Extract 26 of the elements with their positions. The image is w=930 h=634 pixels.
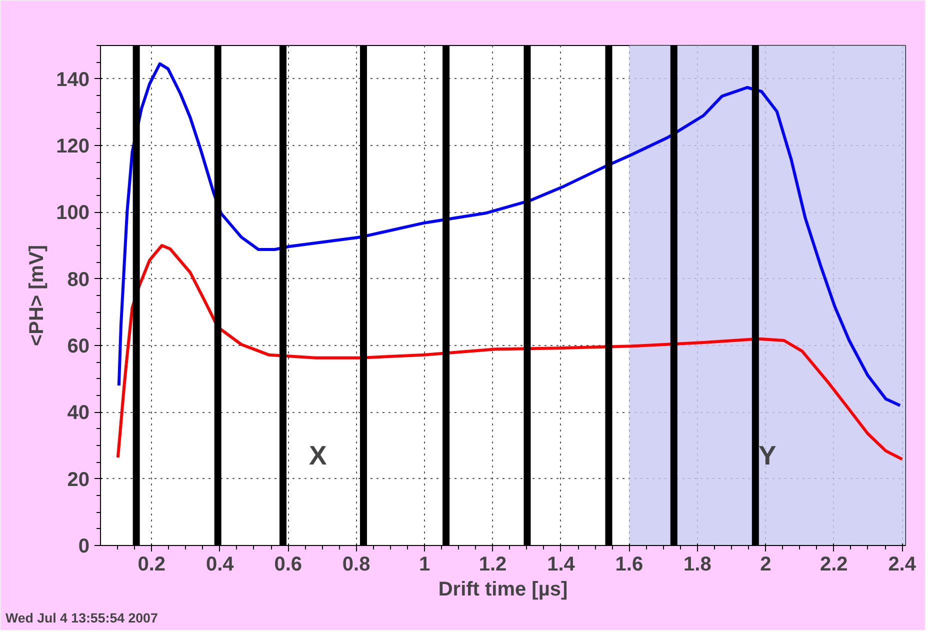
y-tick-label: 80: [67, 268, 90, 291]
y-axis-title: <PH> [mV]: [26, 244, 48, 346]
x-tick-label: 1.6: [615, 554, 644, 576]
band-label: Y: [758, 440, 776, 470]
y-tick-label: 0: [78, 536, 90, 558]
x-tick-label: 1.2: [478, 554, 507, 576]
annotation: X: [308, 440, 327, 470]
text: Wed Jul 4 13:55:54 2007: [6, 610, 158, 626]
y-tick-label: 40: [67, 402, 90, 424]
y-tick-label: 140: [56, 68, 90, 91]
x-tick-label: 2.2: [820, 554, 848, 576]
x-tick-label: 1: [418, 554, 430, 576]
line-series: [117, 62, 902, 407]
y-tick-label: 60: [67, 336, 90, 358]
x-tick-label: 1.4: [547, 554, 576, 576]
x-tick-label: 2: [760, 554, 772, 576]
x-tick-label: 0.4: [206, 554, 235, 576]
x-axis-title: Drift time [µs]: [438, 578, 568, 600]
x-tick-label: 0.6: [274, 554, 302, 576]
x-tick-label: 0.2: [138, 554, 166, 576]
y-tick-label: 120: [56, 136, 90, 158]
x-tick-label: 1.8: [684, 554, 712, 576]
y-tick-label: 20: [67, 468, 90, 491]
y-tick-label: 100: [56, 202, 90, 224]
x-tick-label: 2.4: [888, 554, 917, 576]
x-tick-label: 0.8: [342, 554, 370, 576]
